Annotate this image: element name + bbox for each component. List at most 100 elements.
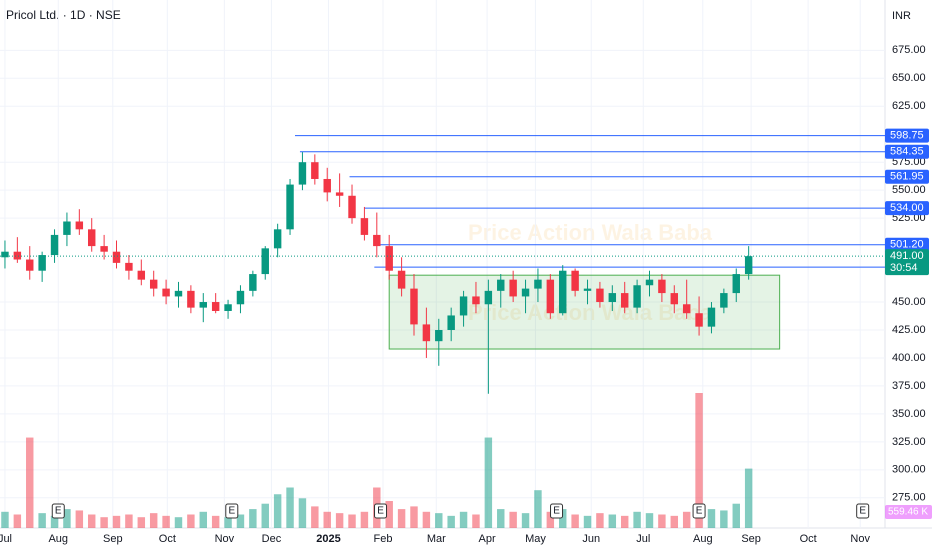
volume-label: 559.46 K [888,507,928,518]
candle-body [273,229,282,249]
earnings-label: E [228,506,235,517]
candle-body [211,302,220,311]
earnings-label: E [377,506,384,517]
candle-body [596,288,604,303]
y-tick-label: 275.00 [892,492,926,504]
volume-bar [286,487,294,528]
volume-bar [422,511,431,528]
volume-bar [571,514,579,528]
level-label: 598.75 [890,130,924,142]
earnings-marker [225,503,239,519]
candle-body [199,302,207,308]
x-tick-label: Nov [215,533,235,545]
x-tick-label: Oct [159,533,176,545]
candle-body [236,290,245,305]
candle-body [286,184,294,230]
x-tick-label: Jul [636,533,650,545]
candle-body [571,270,579,291]
level-tag [885,128,929,143]
y-tick-label: 650.00 [892,72,926,84]
candle-body [137,270,146,280]
x-tick-label: Aug [48,533,68,545]
candle-body [633,285,641,308]
candle-body [670,293,679,305]
candle-body [311,162,319,179]
volume-bar [559,509,567,528]
candle-body [497,279,505,291]
volume-bar [633,511,641,528]
candle-body [174,290,183,297]
volume-bar [608,514,617,528]
volume-bar [261,503,269,528]
level-tag [885,144,929,159]
volume-bar [695,393,703,528]
x-tick-label: Jul [0,533,12,545]
volume-bar [658,514,666,528]
x-tick-label: May [525,533,546,545]
volume-bar [484,437,493,528]
x-tick-label: Feb [374,533,393,545]
level-tag [885,201,929,216]
volume-bar [63,509,71,528]
candle-body [608,293,617,303]
earnings-label: E [859,506,866,517]
volume-bar [410,506,418,528]
candle-body [373,234,381,247]
candle-body [484,290,493,305]
candle-body [534,279,542,289]
volume-bar [88,514,96,528]
volume-bar [323,511,331,528]
earnings-marker [856,503,870,519]
level-label: 561.95 [890,171,924,183]
volume-bar [645,513,654,528]
y-tick-label: 375.00 [892,380,926,392]
x-tick-label: Oct [800,533,817,545]
volume-bar [459,511,468,528]
volume-bar [670,515,679,528]
candle-body [298,162,307,185]
volume-bar [75,510,84,528]
y-tick-label: 300.00 [892,464,926,476]
candle-body [682,304,691,314]
candle-body [13,251,22,260]
candle-body [645,279,654,286]
x-tick-label: Dec [262,533,282,545]
level-label: 534.00 [890,202,924,214]
volume-bar [534,490,542,528]
earnings-marker [374,503,388,519]
volume-bar [236,514,245,528]
currency: INR [892,10,911,22]
volume-tag [885,505,932,519]
candle-body [88,229,96,247]
candle-body [149,279,158,289]
level-label: 584.35 [890,146,924,158]
candle-body [459,296,468,316]
volume-bar [298,498,307,528]
volume-bar [707,509,716,528]
candle-body [397,270,406,289]
y-tick-label: 550.00 [892,184,926,196]
level-tag [885,237,929,252]
candle-body [707,307,716,327]
candle-body [695,313,703,327]
volume-bar [546,511,555,528]
candle-body [658,279,666,294]
volume-bar [149,513,158,528]
candle-body [63,221,71,235]
volume-bar [224,517,232,528]
earnings-marker [550,503,564,519]
countdown: 30:54 [890,262,918,274]
candle-body [410,288,418,325]
x-tick-label: Mar [427,533,446,545]
volume-bar [397,509,406,528]
level-label: 501.20 [890,239,924,251]
candle-body [323,178,331,193]
candle-body [472,296,480,305]
range-box [388,274,781,350]
volume-bar [125,514,133,528]
candle-body [583,288,592,291]
candle-body [50,234,59,256]
y-tick-label: 625.00 [892,100,926,112]
volume-bar [732,503,740,528]
volume-bar [744,468,753,528]
